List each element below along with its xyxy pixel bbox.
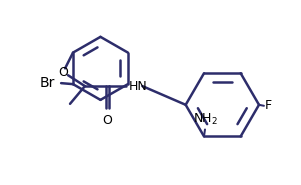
Text: F: F (265, 99, 272, 112)
Text: O: O (103, 114, 113, 127)
Text: O: O (58, 66, 68, 79)
Text: NH$_2$: NH$_2$ (194, 111, 219, 127)
Text: Br: Br (40, 76, 55, 90)
Text: HN: HN (129, 80, 147, 93)
